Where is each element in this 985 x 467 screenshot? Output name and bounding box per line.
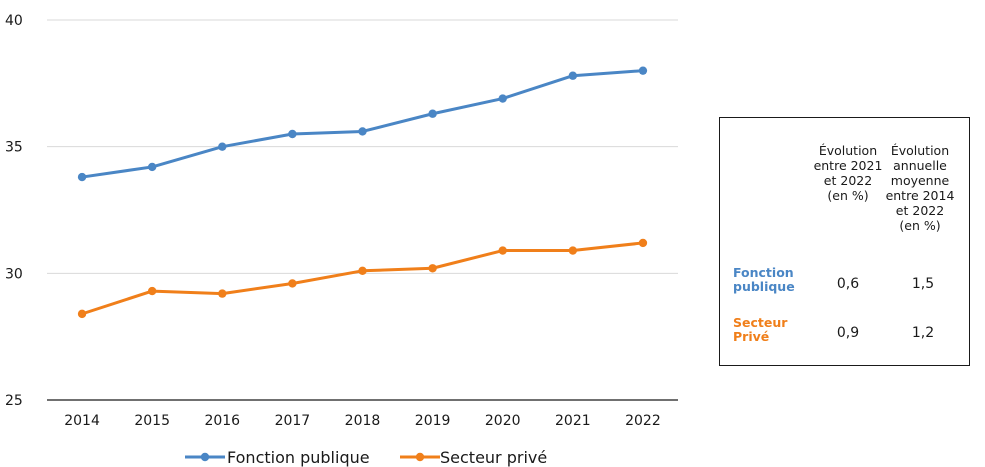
x-tick-label: 2016 bbox=[204, 413, 240, 429]
data-point bbox=[77, 309, 87, 319]
row-label-fonction-publique: Fonction publique bbox=[733, 265, 795, 294]
x-tick-label: 2021 bbox=[555, 413, 591, 429]
y-tick-label: 35 bbox=[5, 140, 23, 156]
legend-swatch-marker bbox=[415, 452, 425, 462]
gridlines bbox=[47, 19, 678, 274]
header-evolution-annual-average: Évolution annuelle moyenne entre 2014 et 202… bbox=[885, 143, 955, 233]
row-label-secteur-prive: Secteur Privé bbox=[733, 315, 788, 344]
x-tick-label: 2022 bbox=[625, 413, 661, 429]
y-tick-label: 25 bbox=[5, 393, 23, 409]
cell-fp-2021-2022: 0,6 bbox=[836, 276, 860, 292]
cell-fp-annual: 1,5 bbox=[911, 276, 935, 292]
data-point bbox=[288, 279, 297, 288]
data-point bbox=[498, 94, 507, 103]
data-point bbox=[568, 71, 578, 80]
x-tick-label: 2018 bbox=[345, 413, 381, 429]
x-tick-label: 2017 bbox=[275, 413, 311, 429]
legend: Fonction publique Secteur privé bbox=[185, 448, 547, 467]
data-point bbox=[358, 266, 367, 275]
series-line bbox=[81, 241, 644, 316]
x-tick-label: 2014 bbox=[64, 413, 100, 429]
data-point bbox=[358, 127, 367, 136]
data-point bbox=[638, 238, 648, 248]
header-evolution-2021-2022: Évolution entre 2021 et 2022 (en %) bbox=[813, 143, 883, 203]
legend-swatch-marker bbox=[200, 452, 210, 462]
data-point bbox=[428, 264, 437, 273]
x-tick-label: 2020 bbox=[485, 413, 521, 429]
y-tick-label: 30 bbox=[5, 266, 23, 282]
data-point bbox=[218, 142, 227, 151]
cell-sp-annual: 1,2 bbox=[911, 325, 935, 341]
data-point bbox=[147, 286, 157, 296]
data-point bbox=[147, 162, 157, 172]
data-point bbox=[638, 66, 648, 75]
x-tick-label: 2015 bbox=[134, 413, 170, 429]
y-tick-label: 40 bbox=[5, 13, 23, 29]
series bbox=[77, 66, 648, 319]
legend-label: Secteur privé bbox=[440, 448, 547, 467]
data-point bbox=[77, 172, 87, 182]
axes: 25 30 35 40 2014 2015 2016 2017 2018 2019 2020 2021… bbox=[5, 13, 678, 429]
data-point bbox=[568, 246, 578, 255]
data-point bbox=[218, 289, 227, 298]
line-chart: 25 30 35 40 2014 2015 2016 2017 2018 2019 2020 2021… bbox=[5, 13, 678, 467]
stats-table: Évolution entre 2021 et 2022 (en %) Évoluti… bbox=[719, 117, 970, 366]
legend-label: Fonction publique bbox=[227, 448, 370, 467]
data-point bbox=[288, 129, 297, 139]
series-line bbox=[81, 69, 644, 179]
x-tick-label: 2019 bbox=[415, 413, 451, 429]
cell-sp-2021-2022: 0,9 bbox=[836, 325, 860, 341]
data-point bbox=[498, 246, 507, 255]
data-point bbox=[428, 109, 437, 118]
